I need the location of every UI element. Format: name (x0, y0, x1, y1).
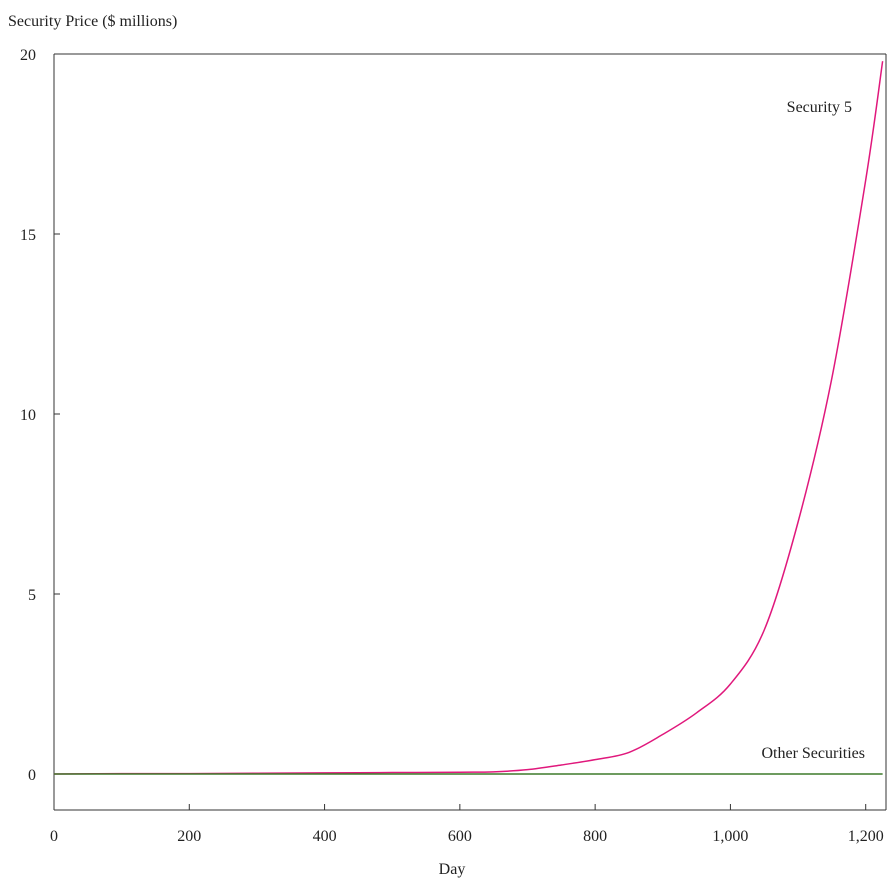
x-tick-label: 1,000 (712, 828, 748, 845)
series-label-security-5: Security 5 (787, 99, 852, 116)
series-label-other-securities: Other Securities (761, 745, 865, 762)
x-tick-label: 400 (313, 828, 337, 845)
y-tick-label: 5 (28, 587, 36, 604)
y-axis-title: Security Price ($ millions) (8, 13, 177, 30)
x-tick-label: 0 (50, 828, 58, 845)
y-axis: 0 5 10 15 20 (20, 47, 60, 784)
x-tick-label: 600 (448, 828, 472, 845)
series-layer: Security 5 Other Securities (53, 61, 884, 775)
x-tick-label: 1,200 (848, 828, 884, 845)
x-axis: 0 200 400 600 800 1,000 1,200 (50, 804, 884, 845)
series-line-security-5 (53, 61, 884, 775)
y-tick-label: 0 (28, 767, 36, 784)
x-tick-label: 800 (583, 828, 607, 845)
y-tick-label: 10 (20, 407, 36, 424)
plot-frame (53, 53, 887, 811)
y-tick-label: 20 (20, 47, 36, 64)
x-axis-title: Day (439, 861, 466, 878)
y-tick-label: 15 (20, 227, 36, 244)
x-tick-label: 200 (177, 828, 201, 845)
